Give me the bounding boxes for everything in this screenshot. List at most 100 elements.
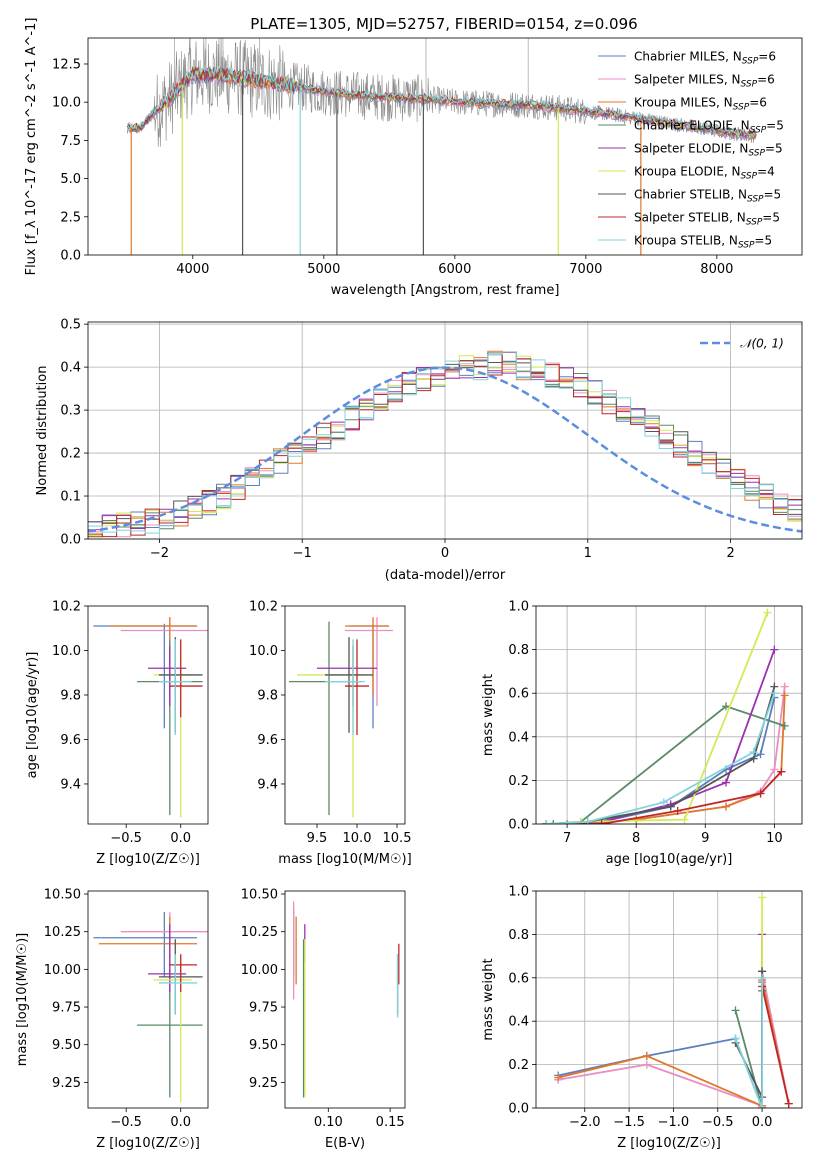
x-tick-label: 8 <box>632 831 640 846</box>
legend-label-main: Chabrier ELODIE, N <box>634 119 750 133</box>
legend-entry: Chabrier ELODIE, NSSP=5 <box>634 119 784 136</box>
x-tick-label: 0.0 <box>170 831 191 846</box>
chart-massweight-vs-Z: −2.0 −1.5 −1.0 −0.5 0.0 0.0 0.2 0.4 0.6 0.8 1.0 Z [… <box>481 885 803 1151</box>
chart-residuals: −2 −1 0 1 2 0.0 0.1 0.2 0.3 0.4 0.5 (data-model)/er… <box>35 318 803 583</box>
y-axis-label: mass [log10(M/M☉)] <box>15 933 30 1066</box>
y-tick-label: 10.0 <box>249 644 278 659</box>
mass-weight-marker <box>563 820 572 824</box>
legend-label-main: Kroupa STELIB, N <box>634 234 738 248</box>
y-tick-label: 9.75 <box>52 1001 81 1016</box>
y-axis-label: mass weight <box>481 674 496 756</box>
legend-label-sub: SSP <box>746 218 763 228</box>
mass-weight-marker <box>758 973 767 982</box>
y-tick-label: 9.25 <box>249 1076 278 1091</box>
plot-area <box>554 893 793 1108</box>
plot-area <box>88 350 802 538</box>
x-tick-label: 0.0 <box>170 1115 191 1130</box>
error-point <box>345 639 369 736</box>
mass-weight-marker <box>749 748 758 757</box>
x-tick-label: 10 <box>766 831 783 846</box>
y-tick-label: 9.6 <box>60 733 81 748</box>
y-tick-label: 10.00 <box>44 963 81 978</box>
x-axis-label: mass [log10(M/M☉)] <box>278 852 411 867</box>
plot-area <box>93 617 208 818</box>
y-tick-label: 9.8 <box>60 688 81 703</box>
error-point <box>93 912 198 977</box>
x-axis-label: age [log10(age/yr)] <box>606 852 733 867</box>
y-tick-label: 0.2 <box>508 774 529 789</box>
legend-label-sub: SSP <box>738 241 755 251</box>
y-tick-label: 9.6 <box>257 733 278 748</box>
x-axis-label: Z [log10(Z/Z☉)] <box>617 1136 721 1151</box>
x-tick-label: 5000 <box>307 262 340 277</box>
chart-mass-vs-Z: −0.5 0.0 9.25 9.50 9.75 10.00 10.25 10.50 Z [log… <box>15 888 209 1151</box>
y-tick-label: 12.5 <box>52 57 81 72</box>
axes-frame <box>535 890 803 1109</box>
legend-label-sub: SSP <box>741 172 758 182</box>
x-tick-label: −1.5 <box>613 1115 645 1130</box>
y-tick-label: 0.0 <box>508 1102 529 1117</box>
x-tick-label: 9.5 <box>307 831 328 846</box>
y-axis-label: mass weight <box>481 958 496 1040</box>
y-tick-label: 1.0 <box>508 600 529 615</box>
x-tick-label: −2 <box>150 546 169 561</box>
mass-weight-marker <box>731 1034 740 1043</box>
legend-label-tail: =5 <box>766 119 784 133</box>
error-point <box>345 617 393 707</box>
x-tick-label: 1 <box>584 546 592 561</box>
legend-entry: Kroupa STELIB, NSSP=5 <box>634 234 772 251</box>
legend-entry: Kroupa ELODIE, NSSP=4 <box>634 165 775 182</box>
x-tick-label: 6000 <box>438 262 471 277</box>
error-point <box>345 617 389 695</box>
x-axis-label: wavelength [Angstrom, rest frame] <box>331 283 560 298</box>
x-axis-label: Z [log10(Z/Z☉)] <box>96 1136 200 1151</box>
legend-label-main: Salpeter MILES, N <box>634 73 741 87</box>
plot-area <box>93 912 208 1102</box>
y-tick-label: 10.0 <box>52 644 81 659</box>
x-tick-label: −0.5 <box>110 831 142 846</box>
y-tick-label: 10.25 <box>44 925 81 940</box>
legend-label-tail: =5 <box>764 188 782 202</box>
y-tick-label: 0.8 <box>508 643 529 658</box>
figure-title: PLATE=1305, MJD=52757, FIBERID=0154, z=0… <box>250 15 637 33</box>
mass-weight-marker <box>722 778 730 787</box>
chart-mass-vs-ebv: 0.10 0.15 9.25 9.50 9.75 10.00 10.25 10.50 E(B-V… <box>241 888 406 1151</box>
y-axis-label: Flux [f_λ 10^-17 erg cm^-2 s^-1 A^-1] <box>24 18 39 276</box>
y-tick-label: 9.4 <box>60 777 81 792</box>
x-tick-label: 0 <box>441 546 449 561</box>
x-tick-label: −1 <box>293 546 312 561</box>
y-tick-label: 7.5 <box>60 134 81 149</box>
x-axis-label: Z [log10(Z/Z☉)] <box>96 852 200 867</box>
legend-entry: 𝒩(0, 1) <box>740 337 784 351</box>
mass-weight-marker <box>756 789 765 798</box>
y-tick-label: 9.8 <box>257 688 278 703</box>
x-axis-label: (data-model)/error <box>385 568 506 583</box>
chart-age-vs-Z: −0.5 0.0 9.4 9.6 9.8 10.0 10.2 Z [log10(Z/Z☉)] a… <box>25 600 209 867</box>
axes-frame <box>87 321 803 540</box>
error-point <box>158 639 192 736</box>
axes-frame <box>535 605 803 825</box>
x-tick-label: 10.5 <box>383 831 412 846</box>
legend-entry: Salpeter ELODIE, NSSP=5 <box>634 142 783 159</box>
x-tick-label: 9 <box>701 831 709 846</box>
mass-weight-marker <box>722 802 730 811</box>
legend-label-main: Salpeter STELIB, N <box>634 211 746 225</box>
mass-weight-marker <box>583 817 592 824</box>
x-tick-label: −1.0 <box>658 1115 690 1130</box>
legend-entry: Salpeter STELIB, NSSP=5 <box>634 211 780 228</box>
mass-weight-marker <box>758 1104 767 1108</box>
chart-age-vs-mass: 9.5 10.0 10.5 9.4 9.6 9.8 10.0 10.2 mass [log10(… <box>249 600 412 868</box>
y-tick-label: 10.25 <box>241 925 278 940</box>
legend-label-sub: SSP <box>741 80 758 90</box>
legend-label-main: Chabrier MILES, N <box>634 50 742 64</box>
mass-weight-marker <box>758 893 767 902</box>
axes-frame <box>284 605 406 825</box>
mass-weight-marker <box>554 1073 563 1082</box>
x-tick-label: −2.0 <box>569 1115 601 1130</box>
x-axis-label: E(B-V) <box>325 1136 365 1151</box>
mass-weight-marker <box>549 820 558 824</box>
y-tick-label: 0.2 <box>508 1058 529 1073</box>
mass-weight-marker <box>770 689 779 698</box>
y-tick-label: 10.2 <box>249 600 278 615</box>
legend-label-main: Chabrier STELIB, N <box>634 188 747 202</box>
